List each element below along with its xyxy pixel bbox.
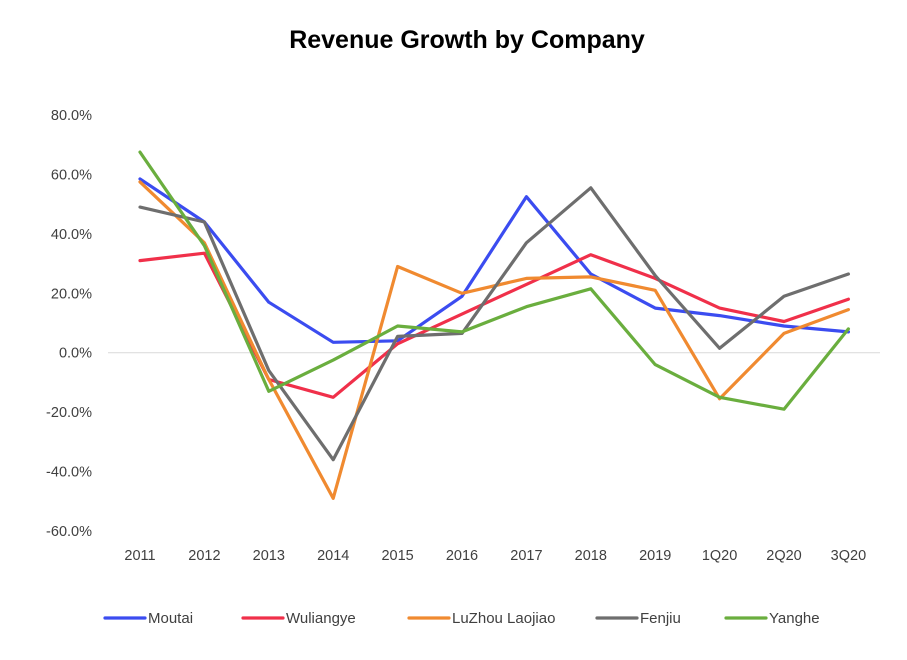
x-tick-label: 2019 — [639, 548, 671, 564]
legend-label: Moutai — [148, 610, 193, 627]
x-tick-label: 2012 — [188, 548, 220, 564]
x-tick-label: 2013 — [253, 548, 285, 564]
y-axis: 80.0% 60.0% 40.0% 20.0% 0.0% -20.0% -40.0% -60.… — [46, 108, 92, 540]
series-line-yanghe — [138, 150, 851, 411]
x-tick-label: 3Q20 — [831, 548, 866, 564]
x-axis: 2011 2012 2013 2014 2015 2016 2017 2018 2019 1Q20… — [124, 548, 866, 564]
x-tick-label: 2015 — [381, 548, 413, 564]
y-tick-label: -40.0% — [46, 465, 92, 481]
legend-label: Wuliangye — [286, 610, 356, 627]
y-tick-label: 0.0% — [59, 346, 92, 362]
x-tick-label: 2017 — [510, 548, 542, 564]
x-tick-label: 2014 — [317, 548, 349, 564]
y-tick-label: -20.0% — [46, 405, 92, 421]
x-tick-label: 2011 — [124, 548, 155, 564]
legend-label: LuZhou Laojiao — [452, 610, 555, 627]
legend-item-fenjiu: Fenjiu — [595, 610, 681, 627]
y-tick-label: 80.0% — [51, 108, 92, 124]
series-lines — [138, 150, 851, 500]
legend-label: Fenjiu — [640, 610, 681, 627]
x-tick-label: 2016 — [446, 548, 478, 564]
legend-item-moutai: Moutai — [103, 610, 193, 627]
chart-title: Revenue Growth by Company — [289, 26, 645, 54]
legend-label: Yanghe — [769, 610, 820, 627]
y-tick-label: 20.0% — [51, 286, 92, 302]
legend-item-yanghe: Yanghe — [724, 610, 820, 627]
x-tick-label: 2018 — [575, 548, 607, 564]
legend-item-wuliangye: Wuliangye — [241, 610, 356, 627]
legend-item-luzhou-laojiao: LuZhou Laojiao — [407, 610, 555, 627]
y-tick-label: -60.0% — [46, 524, 92, 540]
series-line-moutai — [138, 177, 851, 344]
legend: Moutai Wuliangye LuZhou Laojiao Fenjiu Yangh… — [103, 610, 820, 627]
series-line-fenjiu — [138, 186, 851, 462]
x-tick-label: 1Q20 — [702, 548, 737, 564]
y-tick-label: 60.0% — [51, 167, 92, 183]
x-tick-label: 2Q20 — [766, 548, 801, 564]
y-tick-label: 40.0% — [51, 227, 92, 243]
